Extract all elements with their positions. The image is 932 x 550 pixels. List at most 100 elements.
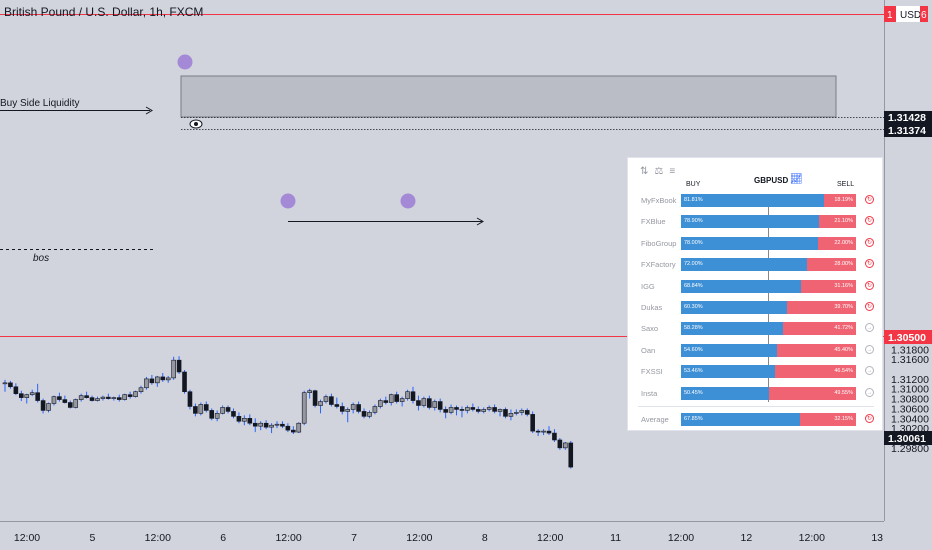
- candle: [263, 420, 269, 430]
- candle: [46, 402, 51, 413]
- top-price-marker-end: [920, 6, 928, 22]
- candle-body-down: [443, 409, 448, 413]
- candle: [236, 412, 242, 424]
- source-name: IGG: [641, 281, 655, 291]
- candle-body-down: [8, 382, 13, 388]
- sentiment-row[interactable]: FiboGroup 78.00% 22.00% ↻: [628, 234, 882, 255]
- candle-body-up: [481, 409, 487, 412]
- candle: [514, 409, 519, 416]
- buy-bar: 72.00%: [681, 258, 807, 272]
- candle: [242, 415, 247, 426]
- top-price-marker-suffix: 6: [921, 10, 927, 21]
- sort-icon[interactable]: ⇅: [640, 166, 649, 177]
- pivot-marker-right[interactable]: [400, 193, 416, 209]
- arrow-circle-icon[interactable]: →: [865, 344, 874, 354]
- sentiment-row[interactable]: FXFactory 72.00% 28.00% ↻: [628, 255, 882, 276]
- candle: [508, 409, 514, 421]
- liquidity-zone[interactable]: [180, 75, 837, 118]
- candle-body-up: [155, 376, 160, 384]
- candle: [372, 404, 378, 415]
- candle: [361, 408, 367, 419]
- candle: [345, 407, 351, 423]
- bos-label: bos: [33, 253, 49, 264]
- candle-body-down: [182, 371, 187, 392]
- candle: [198, 402, 204, 416]
- sentiment-bar: 58.28% 41.72%: [681, 322, 856, 336]
- list-sort-icon[interactable]: ≡: [669, 166, 676, 177]
- candle-body-down: [116, 397, 122, 400]
- sentiment-row[interactable]: Dukas 60.30% 39.70% ↻: [628, 298, 882, 319]
- alert-icon[interactable]: ↻: [865, 216, 874, 226]
- candle-body-up: [367, 412, 372, 417]
- buy-bar: 81.81%: [681, 194, 825, 207]
- arrow-circle-icon[interactable]: →: [865, 366, 874, 376]
- candle-body-up: [508, 413, 514, 417]
- buy-percent: 72.00%: [684, 261, 703, 268]
- source-name: Insta: [641, 388, 658, 398]
- candle: [258, 421, 263, 431]
- candle-body-up: [378, 400, 383, 407]
- sentiment-row[interactable]: Oan 54.60% 45.40% →: [628, 341, 882, 362]
- candle-body-up: [301, 392, 307, 424]
- sentiment-row[interactable]: Saxo 58.28% 41.72% →: [628, 319, 882, 340]
- candle-body-up: [78, 395, 84, 400]
- chart-line-icon[interactable]: 📈︎: [790, 174, 803, 185]
- sentiment-bar: 78.90% 21.10%: [681, 215, 856, 229]
- candle-body-down: [459, 409, 465, 411]
- candle: [416, 395, 421, 411]
- alert-icon[interactable]: ↻: [865, 414, 874, 423]
- alert-icon[interactable]: ↻: [865, 195, 874, 204]
- alert-icon[interactable]: ↻: [865, 280, 874, 290]
- candle: [35, 383, 40, 403]
- sell-percent: 32.15%: [834, 416, 853, 422]
- sentiment-row[interactable]: FXBlue 78.90% 21.10% ↻: [628, 212, 882, 233]
- sentiment-row[interactable]: FXSSI 53.46% 46.54% →: [628, 362, 882, 383]
- buy-bar: 60.30%: [681, 301, 787, 314]
- candle-body-up: [198, 404, 204, 414]
- sentiment-row[interactable]: IGG 68.84% 31.16% ↻: [628, 277, 882, 298]
- candle-body-down: [568, 442, 574, 468]
- sentiment-row-average[interactable]: Average 67.85% 32.15% ↻: [628, 410, 882, 431]
- sentiment-row[interactable]: MyFxBook 81.81% 18.19% ↻: [628, 191, 882, 212]
- arrow-circle-icon[interactable]: →: [865, 323, 874, 333]
- compare-icon[interactable]: ⚖: [654, 166, 664, 177]
- candle: [405, 389, 410, 401]
- candle: [459, 406, 465, 418]
- candle-body-up: [541, 430, 546, 433]
- candle: [334, 397, 340, 409]
- candle: [475, 406, 481, 414]
- sentiment-bar: 60.30% 39.70%: [681, 301, 856, 314]
- price-label-1-30500-text: 1.30500: [888, 332, 926, 344]
- candle-body-down: [503, 409, 508, 417]
- candle-body-up: [29, 392, 35, 395]
- price-tick-label: 1.31000: [891, 384, 929, 396]
- candle: [193, 403, 198, 417]
- sell-percent: 45.40%: [834, 346, 853, 353]
- candle: [149, 374, 155, 385]
- pair-label: GBPUSD: [754, 176, 789, 185]
- pivot-marker-high[interactable]: [177, 54, 193, 70]
- sentiment-bar: 78.00% 22.00%: [681, 236, 856, 250]
- price-tick-label: 1.29800: [891, 443, 929, 455]
- currency-badge[interactable]: [896, 6, 920, 22]
- arrow-circle-icon[interactable]: →: [865, 387, 874, 397]
- candle: [546, 426, 552, 436]
- candle: [176, 356, 182, 374]
- candle-body-down: [106, 396, 111, 399]
- candle-body-down: [416, 400, 421, 406]
- pivot-marker-left[interactable]: [280, 193, 296, 209]
- source-name: FXSSI: [641, 367, 663, 377]
- candle-body-down: [546, 430, 552, 434]
- alert-icon[interactable]: ↻: [865, 302, 874, 311]
- eye-icon[interactable]: [189, 119, 203, 129]
- alert-icon[interactable]: ↻: [865, 237, 874, 247]
- source-name: MyFxBook: [641, 196, 677, 205]
- buy-percent: 54.60%: [684, 346, 703, 353]
- sentiment-bar: 81.81% 18.19%: [681, 194, 856, 207]
- alert-icon[interactable]: ↻: [865, 259, 874, 269]
- candle: [62, 395, 68, 404]
- price-axis-bg: [884, 0, 932, 550]
- sentiment-row[interactable]: Insta 50.45% 49.55% →: [628, 384, 882, 405]
- candle: [111, 396, 117, 401]
